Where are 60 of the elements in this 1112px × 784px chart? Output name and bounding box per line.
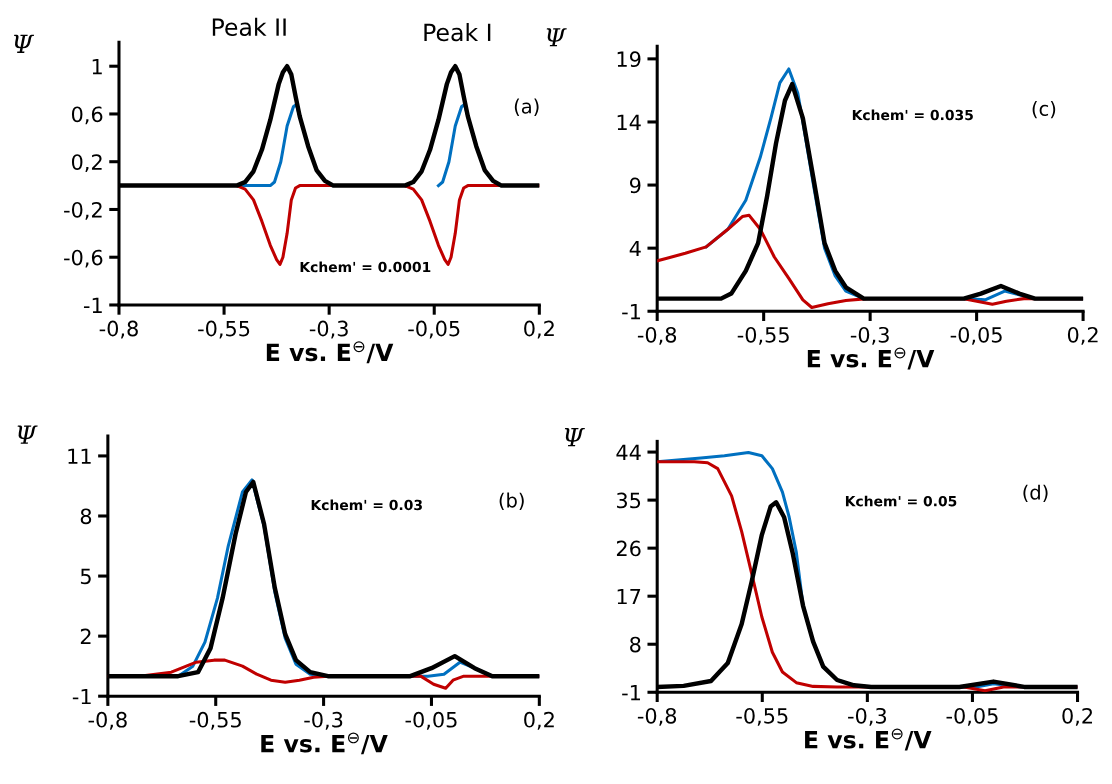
annotation: Kchem' = 0.035 — [852, 109, 973, 121]
x-axis-title: E vs. E$^{⊖}$/V — [266, 341, 394, 364]
y-tick-label: -1 — [72, 688, 91, 705]
x-tick-label: -0,05 — [946, 707, 998, 726]
x-tick-label: -0,8 — [99, 320, 138, 339]
y-tick-label: 14 — [617, 114, 641, 130]
y-tick-label: 35 — [616, 492, 641, 509]
annotation: (b) — [499, 492, 524, 510]
annotation: (d) — [1023, 484, 1048, 503]
annotation: Kchem' = 0.03 — [311, 499, 422, 511]
x-tick-label: -0,8 — [637, 707, 677, 726]
x-tick-label: -0,05 — [950, 326, 1002, 345]
y-tick-label: 5 — [80, 568, 91, 585]
x-tick-label: -0,8 — [637, 326, 677, 345]
y-tick-label: 26 — [616, 540, 641, 557]
y-tick-label: 2 — [80, 628, 91, 645]
x-tick-label: 0,2 — [524, 711, 554, 730]
x-tick-label: -0,3 — [848, 707, 887, 726]
x-tick-label: 0,2 — [524, 320, 554, 339]
y-tick-label: 8 — [80, 508, 92, 525]
y-tick-label: 8 — [630, 636, 641, 653]
x-tick-label: -0,3 — [850, 326, 889, 345]
x-axis-title: E vs. E$^{⊖}$/V — [261, 732, 388, 755]
x-tick-label: -0,55 — [189, 711, 241, 730]
x-tick-label: 0,2 — [1067, 326, 1098, 345]
x-axis-title: E vs. E$^{⊖}$/V — [805, 728, 932, 751]
y-tick-label: -0,6 — [64, 249, 103, 268]
annotation: Kchem' = 0.05 — [845, 495, 957, 507]
annotation: Kchem' = 0.0001 — [300, 261, 431, 273]
y-tick-label: 4 — [629, 240, 641, 257]
text: Peak I — [424, 23, 491, 42]
y-tick-label: 0,6 — [71, 106, 103, 125]
x-tick-label: -0,55 — [737, 326, 789, 345]
x-tick-label: -0,55 — [198, 320, 250, 339]
y-tick-label: 0,2 — [71, 154, 102, 173]
y-axis-title: Ψ — [564, 428, 585, 447]
x-tick-label: -0,05 — [405, 711, 457, 730]
y-axis-title: Ψ — [546, 28, 567, 47]
y-tick-label: 17 — [617, 588, 641, 605]
y-tick-label: -1 — [622, 685, 640, 701]
annotation: (c) — [1032, 101, 1056, 119]
y-tick-label: 11 — [68, 448, 91, 464]
x-tick-label: -0,3 — [304, 711, 343, 730]
x-axis-title: E vs. E$^{⊖}$/V — [807, 347, 935, 370]
y-tick-label: -0,2 — [64, 201, 102, 220]
y-tick-label: -1 — [83, 297, 102, 313]
y-tick-label: -1 — [622, 303, 640, 320]
y-tick-label: 19 — [617, 51, 641, 68]
x-tick-label: -0,55 — [736, 707, 788, 726]
text: Peak II — [212, 17, 286, 37]
x-tick-label: -0,05 — [408, 320, 460, 339]
y-tick-label: 44 — [616, 444, 641, 460]
y-axis-title: Ψ — [14, 34, 35, 53]
y-axis-title: Ψ — [17, 425, 38, 444]
annotation: (a) — [514, 98, 539, 116]
x-tick-label: 0,2 — [1062, 707, 1093, 726]
y-tick-label: 1 — [92, 58, 102, 75]
x-tick-label: -0,8 — [88, 711, 127, 730]
x-tick-label: -0,3 — [309, 320, 348, 339]
y-tick-label: 9 — [629, 177, 641, 194]
